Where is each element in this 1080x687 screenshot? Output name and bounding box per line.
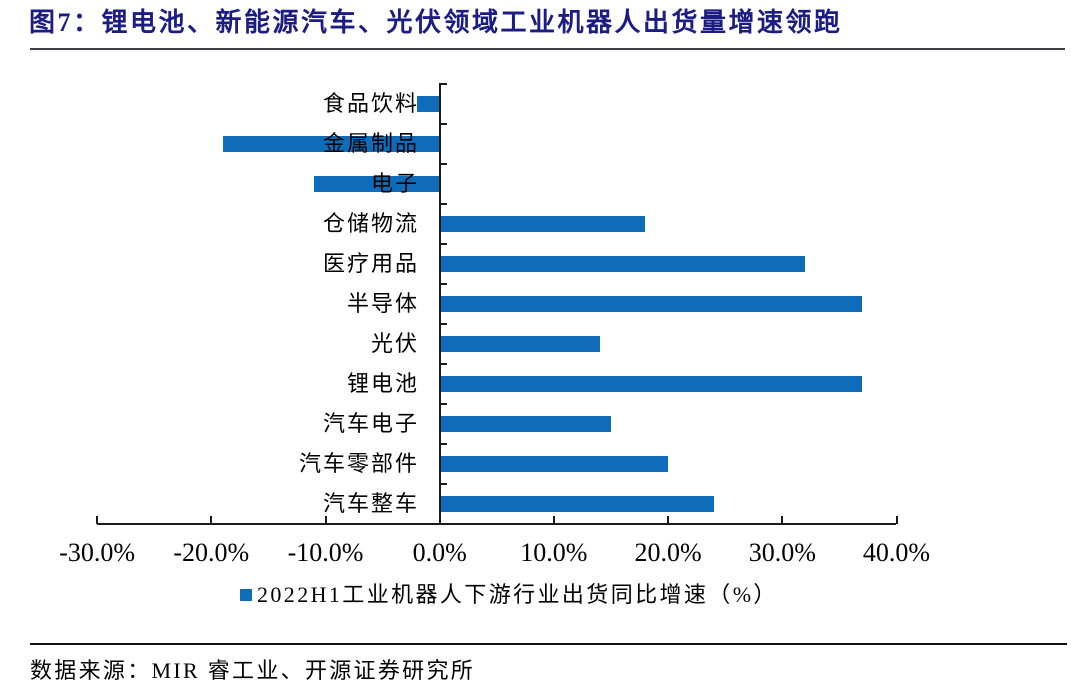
legend-series-label: 2022H1工业机器人下游行业出货同比增速（%）: [257, 582, 778, 607]
value-axis-label: -30.0%: [59, 538, 135, 567]
source-divider-line: [30, 643, 1067, 645]
category-axis-tick: [438, 122, 447, 125]
category-axis-tick: [438, 242, 447, 245]
bar-食品饮料: [416, 95, 440, 112]
value-axis-label: -10.0%: [287, 538, 364, 567]
value-axis-tick: [552, 515, 555, 524]
category-label-汽车整车: 汽车整车: [322, 490, 419, 516]
category-label-医疗用品: 医疗用品: [322, 250, 419, 276]
bar-金属制品: [222, 135, 440, 152]
bar-仓储物流: [439, 215, 646, 232]
category-axis-tick: [438, 322, 447, 325]
value-axis-tick: [324, 515, 327, 524]
value-axis-tick: [210, 515, 213, 524]
category-axis-tick: [438, 282, 447, 285]
bar-医疗用品: [439, 255, 806, 272]
value-axis-label: -20.0%: [173, 538, 250, 567]
value-axis-tick: [96, 515, 99, 524]
value-axis-tick: [438, 515, 441, 524]
category-axis-tick: [438, 402, 447, 405]
value-axis-tick: [781, 515, 784, 524]
value-axis-tick: [667, 515, 670, 524]
category-axis-line: [438, 83, 441, 525]
category-axis-tick: [438, 442, 447, 445]
category-label-锂电池: 锂电池: [346, 370, 419, 396]
category-axis-tick: [438, 482, 447, 485]
bar-半导体: [439, 295, 863, 312]
bar-汽车电子: [439, 415, 611, 432]
chart-legend: 2022H1工业机器人下游行业出货同比增速（%）: [240, 580, 778, 610]
category-label-半导体: 半导体: [346, 290, 419, 316]
category-label-汽车零部件: 汽车零部件: [298, 450, 419, 476]
figure-title: 图7：锂电池、新能源汽车、光伏领域工业机器人出货量增速领跑: [29, 8, 843, 37]
category-axis-tick: [438, 202, 447, 205]
category-label-食品饮料: 食品饮料: [322, 90, 419, 116]
category-label-金属制品: 金属制品: [322, 130, 419, 156]
category-label-仓储物流: 仓储物流: [322, 210, 419, 236]
legend-marker-square: [240, 589, 252, 601]
value-axis-label: 20.0%: [634, 538, 702, 567]
value-axis-label: 10.0%: [520, 538, 588, 567]
data-source-text: 数据来源：MIR 睿工业、开源证券研究所: [30, 658, 476, 683]
value-axis-tick: [895, 515, 898, 524]
category-axis-tick: [438, 162, 447, 165]
bar-光伏: [439, 335, 600, 352]
category-axis-tick: [438, 362, 447, 365]
category-axis-tick: [438, 82, 447, 85]
category-label-电子: 电子: [370, 170, 419, 196]
value-axis-label: 0.0%: [412, 538, 467, 567]
value-axis-label: 30.0%: [748, 538, 816, 567]
bar-锂电池: [439, 375, 863, 392]
category-label-光伏: 光伏: [370, 330, 419, 356]
value-axis-label: 40.0%: [862, 538, 931, 567]
title-underline: [30, 48, 1065, 50]
category-label-汽车电子: 汽车电子: [322, 410, 419, 436]
bar-汽车零部件: [439, 455, 669, 472]
bar-汽车整车: [439, 495, 714, 512]
value-axis-line: [97, 522, 897, 525]
bar-电子: [314, 175, 440, 192]
